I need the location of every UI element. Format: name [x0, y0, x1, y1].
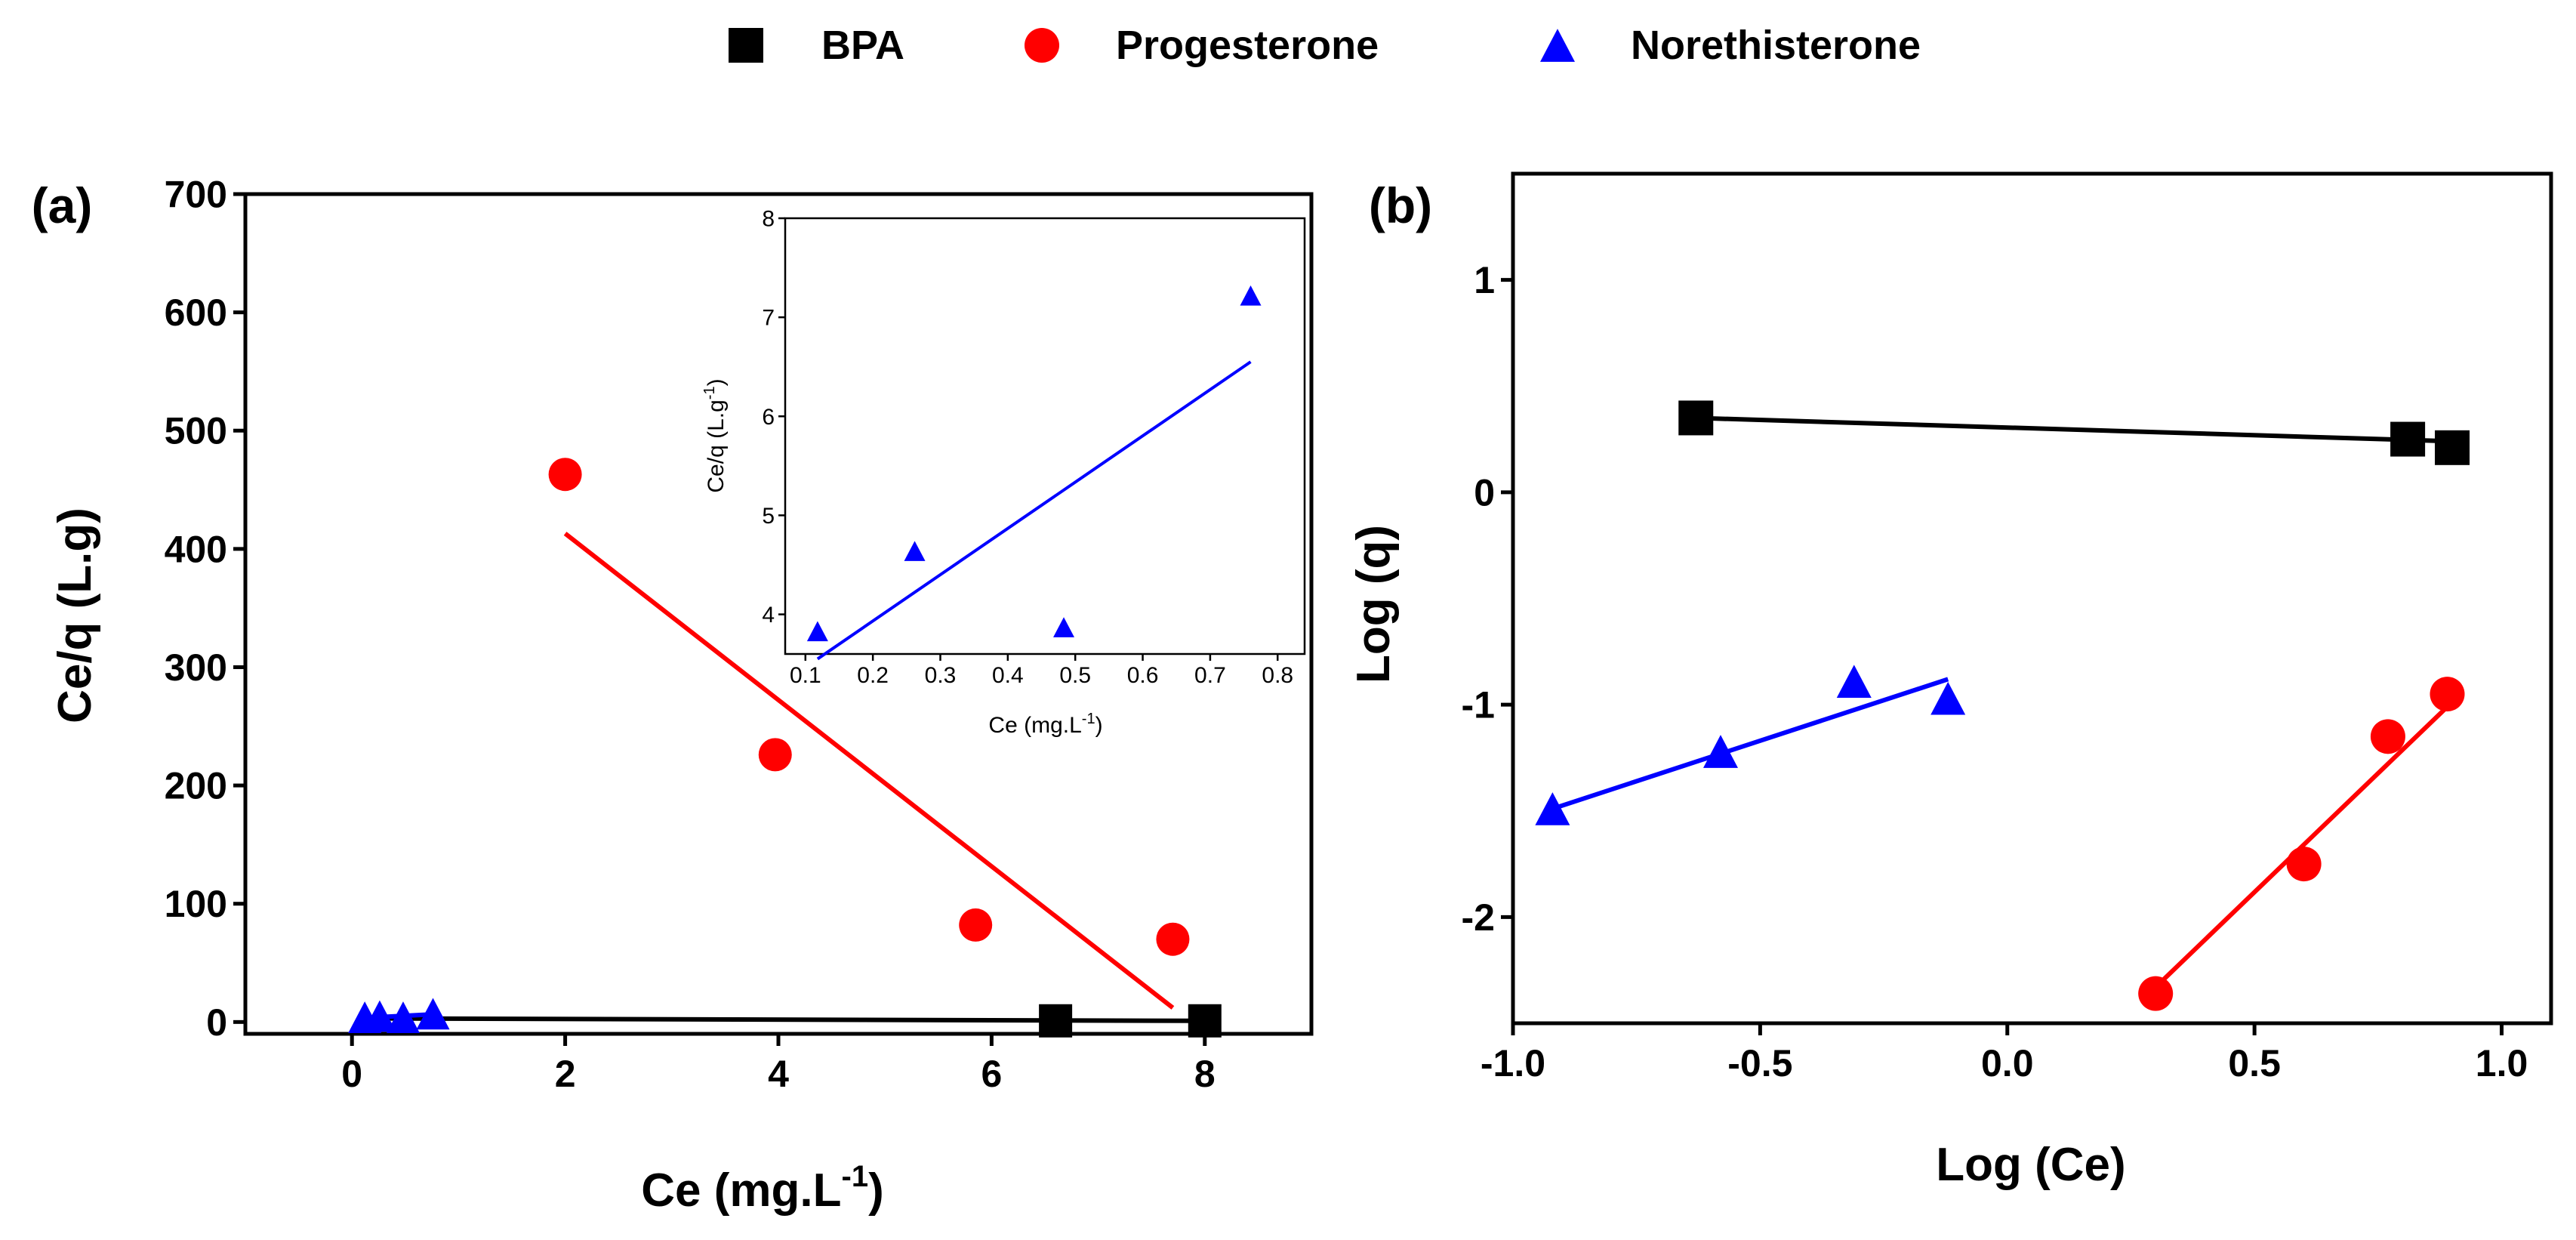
inset-x-tick-label: 0.8	[1262, 663, 1293, 688]
b-y-axis-label: Log (q)	[1348, 525, 1400, 683]
legend-marker-circle	[1025, 28, 1059, 63]
a-x-axis-label-sup: -1	[842, 1160, 869, 1193]
a-point-progesterone	[548, 458, 582, 492]
b-x-axis-label: Log (Ce)	[1936, 1139, 2125, 1191]
a-point-norethisterone	[386, 1001, 420, 1033]
inset-x-tick-label: 0.7	[1194, 663, 1226, 688]
b-point-norethisterone	[1535, 792, 1570, 825]
panel-label-a: (a)	[32, 177, 93, 233]
b-x-tick-label: 0.5	[2228, 1042, 2281, 1084]
b-y-tick-label: 0	[1474, 471, 1495, 514]
a-point-norethisterone	[362, 1000, 396, 1032]
a-y-axis-label: Ce/q (L.g)	[49, 507, 101, 723]
b-x-tick-label: 0.0	[1981, 1042, 2034, 1084]
a-x-axis-label-main: Ce (mg.L	[641, 1164, 841, 1217]
b-point-norethisterone	[1930, 681, 1966, 715]
a-y-tick-label: 300	[165, 646, 227, 689]
b-point-bpa	[1678, 400, 1714, 436]
inset-x-axis-label-close: )	[1095, 713, 1103, 738]
a-y-tick-label: 100	[165, 883, 227, 925]
a-point-bpa	[1039, 1004, 1073, 1038]
inset-fit-line-norethisterone	[816, 360, 1252, 661]
legend-label: Norethisterone	[1631, 23, 1921, 68]
b-fit-line-bpa	[1696, 415, 2453, 444]
inset-x-tick-label: 0.2	[857, 663, 889, 688]
inset-y-tick-label: 7	[762, 306, 775, 331]
a-point-norethisterone	[416, 998, 450, 1030]
inset-point-norethisterone	[904, 541, 926, 561]
a-point-progesterone	[1156, 922, 1190, 956]
a-point-progesterone	[959, 908, 993, 942]
a-y-tick-label: 500	[165, 410, 227, 452]
legend-marker-square	[729, 28, 763, 63]
b-point-bpa	[2435, 430, 2470, 465]
inset-x-tick-label: 0.5	[1059, 663, 1091, 688]
b-point-bpa	[2390, 421, 2426, 457]
a-y-tick-label: 400	[165, 528, 227, 570]
inset-y-axis-label: Ce/q (L.g-1)	[701, 378, 729, 492]
b-x-tick-label: -1.0	[1481, 1042, 1545, 1084]
b-y-tick-label: 1	[1474, 259, 1495, 301]
b-point-norethisterone	[1703, 735, 1738, 768]
a-x-tick-label: 0	[341, 1053, 362, 1095]
a-fit-line-bpa	[384, 1016, 1205, 1023]
b-fit-line-norethisterone	[1551, 677, 1949, 811]
inset-x-tick-label: 0.1	[790, 663, 821, 688]
inset-point-norethisterone	[1240, 285, 1262, 306]
b-point-norethisterone	[1836, 665, 1872, 699]
inset-x-tick-label: 0.6	[1127, 663, 1159, 688]
a-y-tick-label: 0	[206, 1001, 227, 1044]
inset-y-axis-label-close: )	[704, 378, 729, 386]
inset-y-tick-label: 8	[762, 207, 775, 232]
a-fit-line-progesterone	[563, 532, 1175, 1010]
inset-x-axis-label: Ce (mg.L-1)	[988, 711, 1102, 738]
inset-y-axis-label-sup: -1	[701, 386, 718, 399]
legend-label: BPA	[821, 23, 904, 68]
legend-marker-triangle	[1540, 29, 1575, 62]
b-point-progesterone	[2138, 976, 2174, 1011]
b-point-progesterone	[2370, 719, 2405, 754]
inset-point-norethisterone	[1053, 617, 1075, 637]
legend-label: Progesterone	[1116, 23, 1379, 68]
b-point-progesterone	[2430, 677, 2465, 712]
inset-y-tick-label: 6	[762, 405, 775, 430]
a-y-tick-label: 200	[165, 765, 227, 807]
b-point-progesterone	[2286, 847, 2322, 882]
a-y-tick-label: 700	[165, 174, 227, 216]
inset-x-axis-label-main: Ce (mg.L	[988, 713, 1081, 738]
inset-background	[785, 218, 1305, 654]
a-x-tick-label: 6	[981, 1053, 1002, 1095]
a-x-tick-label: 2	[555, 1053, 576, 1095]
a-y-tick-label: 600	[165, 291, 227, 334]
inset-x-axis-label-sup: -1	[1082, 711, 1095, 727]
a-x-axis-label-close: )	[868, 1164, 884, 1217]
a-x-tick-label: 4	[768, 1053, 789, 1095]
a-point-bpa	[1188, 1004, 1222, 1038]
b-x-tick-label: 1.0	[2476, 1042, 2528, 1084]
a-point-progesterone	[758, 738, 792, 772]
a-x-tick-label: 8	[1194, 1053, 1216, 1095]
panel-label-b: (b)	[1369, 177, 1432, 233]
inset-x-tick-label: 0.3	[925, 663, 957, 688]
b-y-tick-label: -1	[1462, 684, 1495, 726]
b-y-tick-label: -2	[1462, 896, 1495, 939]
inset-y-tick-label: 5	[762, 504, 775, 529]
inset-y-tick-label: 4	[762, 603, 775, 628]
b-x-tick-label: -0.5	[1727, 1042, 1792, 1084]
inset-frame	[784, 217, 1306, 655]
inset-y-axis-label-main: Ce/q (L.g	[704, 399, 729, 492]
inset-x-tick-label: 0.4	[992, 663, 1024, 688]
b-frame	[1511, 171, 2553, 1026]
a-x-axis-label: Ce (mg.L-1)	[641, 1160, 883, 1217]
inset-point-norethisterone	[806, 621, 828, 642]
